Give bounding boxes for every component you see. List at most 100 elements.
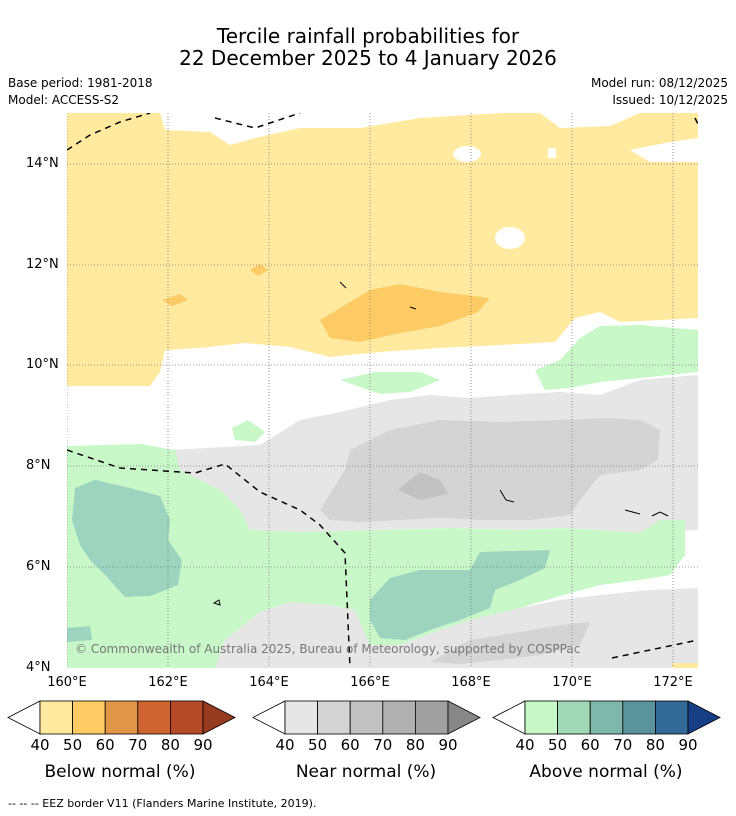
colorbar-cell [284,700,318,735]
lat-label-12: 12°N [26,257,59,272]
colorbar-cell [72,700,106,735]
island [624,509,641,515]
colorbar-label-near: Near normal (%) [295,762,437,782]
below-normal-strip [672,663,698,668]
above-normal-50-region [67,626,92,642]
title-line-2: 22 December 2025 to 4 January 2026 [179,46,557,70]
lat-label-4: 4°N [26,660,51,675]
colorbar-under-arrow [252,700,286,735]
island [212,599,221,606]
colorbar-tick-label: 90 [438,736,458,754]
colorbar-tick-label: 60 [95,736,115,754]
colorbar-cell [655,700,689,735]
lon-label-172: 172°E [653,675,693,690]
colorbar-cell [557,700,591,735]
above-normal-50-region [72,480,182,597]
base-period: Base period: 1981-2018 [8,76,153,90]
near-normal-50-region [398,472,448,500]
issued-date: Issued: 10/12/2025 [612,93,728,107]
colorbar-tick-label: 90 [678,736,698,754]
lon-label-162: 162°E [148,675,188,690]
colorbar-over-arrow [202,700,236,735]
copyright-text: © Commonwealth of Australia 2025, Bureau… [75,642,580,656]
colorbar-cell [622,700,656,735]
gap-patch [630,138,698,162]
colorbar-tick-label: 60 [340,736,360,754]
islands [212,281,669,606]
colorbar-tick-label: 70 [613,736,633,754]
eez-border-line [67,113,151,151]
title-line-1: Tercile rainfall probabilities for [216,24,520,48]
eez-border-line [611,639,698,659]
above-normal-region [67,444,685,668]
island [499,489,515,503]
colorbar-tick-label: 40 [275,736,295,754]
below-normal-region [67,113,698,386]
eez-border [67,113,698,668]
colorbar-cell [524,700,558,735]
eez-border-line [67,449,351,668]
lon-label-168: 168°E [451,675,491,690]
above-normal-region [232,420,265,442]
colorbar-tick-label: 50 [308,736,328,754]
colorbar-tick-label: 70 [373,736,393,754]
colorbar-under-arrow [492,700,526,735]
lon-label-164: 164°E [249,675,289,690]
colorbar-tick-label: 90 [193,736,213,754]
gridlines [67,113,698,668]
colorbar-over-arrow [447,700,481,735]
colorbar-tick-label: 40 [515,736,535,754]
model-name: Model: ACCESS-S2 [8,93,120,107]
colorbar-tick-label: 80 [645,736,665,754]
island [339,281,347,289]
colorbar-cell [414,700,449,735]
colorbar-tick-label: 50 [548,736,568,754]
eez-border-line [214,113,301,129]
lon-label-160: 160°E [47,675,87,690]
lat-label-8: 8°N [26,458,51,473]
colorbar-tick-label: 70 [128,736,148,754]
colorbar-under-arrow [7,700,41,735]
colorbar-cell [104,700,139,735]
lon-label-170: 170°E [552,675,592,690]
colorbar-below-normal [7,700,236,735]
near-normal-50-region [320,418,660,522]
colorbar-tick-label: 80 [405,736,425,754]
near-normal-region [215,588,698,668]
colorbar-cell [317,700,351,735]
model-run: Model run: 08/12/2025 [590,76,728,90]
lon-label-166: 166°E [350,675,390,690]
lat-label-10: 10°N [26,357,59,372]
island [409,306,417,310]
colorbar-cell [39,700,73,735]
gap-patch [453,146,481,162]
above-normal-region [340,372,440,394]
lat-label-14: 14°N [26,156,59,171]
colorbar-cell [589,700,624,735]
colorbar-tick-label: 60 [580,736,600,754]
footer-eez-note: -- -- -- EEZ border V11 (Flanders Marine… [8,797,317,810]
colorbar-cell [382,700,416,735]
colorbar-above-normal [492,700,721,735]
eez-border-line [694,117,698,125]
colorbar-cell [349,700,384,735]
gap-patch [495,227,525,249]
lat-label-6: 6°N [26,559,51,574]
colorbar-cell [137,700,171,735]
below-normal-50-region [320,284,490,342]
island [651,511,669,517]
colorbar-label-below: Below normal (%) [44,762,196,782]
below-normal-50-region [250,264,268,276]
near-normal-50-region [430,622,590,664]
above-normal-region [535,325,698,390]
gap-patch [548,148,556,158]
colorbar-over-arrow [687,700,721,735]
colorbar-tick-label: 40 [30,736,50,754]
colorbar-near-normal [252,700,481,735]
colorbar-label-above: Above normal (%) [529,762,683,782]
above-normal-50-region [370,550,550,640]
below-normal-50-region [162,294,188,306]
colorbar-tick-label: 80 [160,736,180,754]
colorbar-tick-label: 50 [63,736,83,754]
